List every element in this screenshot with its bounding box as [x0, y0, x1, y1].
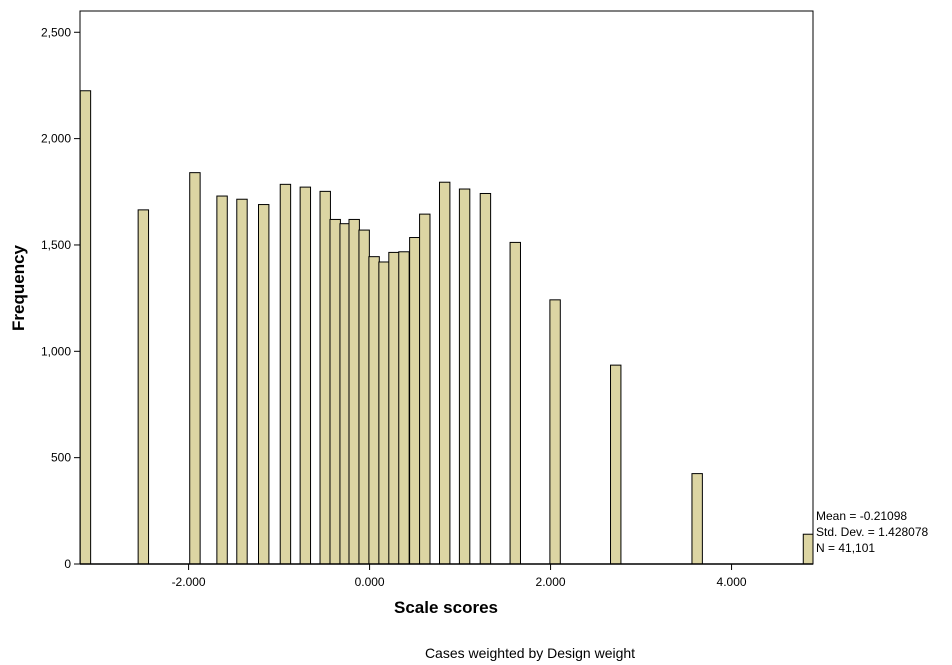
bar-22: [509, 241, 521, 565]
x-axis: -2.000 0.000 2.000 4.000: [172, 564, 747, 589]
bar-23: [549, 299, 561, 565]
bar-24: [610, 364, 622, 565]
y-tick-label-0: 0: [64, 557, 71, 571]
bar-17: [409, 237, 421, 565]
x-tick-label-1: 0.000: [355, 575, 385, 589]
bars-group: [79, 90, 814, 565]
bar-3: [216, 195, 228, 565]
stat-mean: Mean = -0.21098: [816, 509, 907, 523]
bar-20: [458, 188, 471, 565]
x-tick-label-3: 4.000: [717, 575, 747, 589]
y-tick-label-3: 1,500: [41, 238, 71, 252]
stat-n: N = 41,101: [816, 541, 875, 555]
bar-1: [137, 209, 150, 565]
bar-4: [236, 198, 248, 565]
bar-11: [348, 218, 360, 565]
bar-15: [388, 251, 400, 565]
bar-5: [258, 204, 270, 565]
bar-21: [479, 192, 492, 565]
y-tick-label-5: 2,500: [41, 25, 71, 39]
x-tick-label-0: -2.000: [172, 575, 206, 589]
x-tick-label-2: 2.000: [536, 575, 566, 589]
bar-2: [189, 172, 201, 565]
bar-12: [358, 229, 370, 565]
bar-13: [368, 256, 380, 565]
y-axis: 0 500 1,000 1,500 2,000 2,500: [41, 25, 80, 571]
bar-18: [419, 213, 431, 565]
footnote: Cases weighted by Design weight: [425, 645, 635, 661]
bar-0: [79, 90, 92, 565]
y-tick-label-4: 2,000: [41, 132, 71, 146]
bar-6: [279, 183, 292, 565]
stat-std-dev: Std. Dev. = 1.428078: [816, 525, 929, 539]
bar-14: [378, 261, 390, 565]
y-axis-title: Frequency: [9, 244, 28, 331]
bar-16: [398, 251, 410, 565]
bar-26: [802, 533, 814, 565]
y-tick-label-1: 500: [51, 451, 71, 465]
bar-19: [438, 181, 451, 565]
y-tick-label-2: 1,000: [41, 344, 71, 358]
bar-7: [299, 186, 312, 565]
x-axis-title: Scale scores: [394, 598, 498, 617]
bar-8: [319, 190, 331, 565]
bar-25: [691, 473, 703, 565]
bar-9: [329, 218, 341, 565]
